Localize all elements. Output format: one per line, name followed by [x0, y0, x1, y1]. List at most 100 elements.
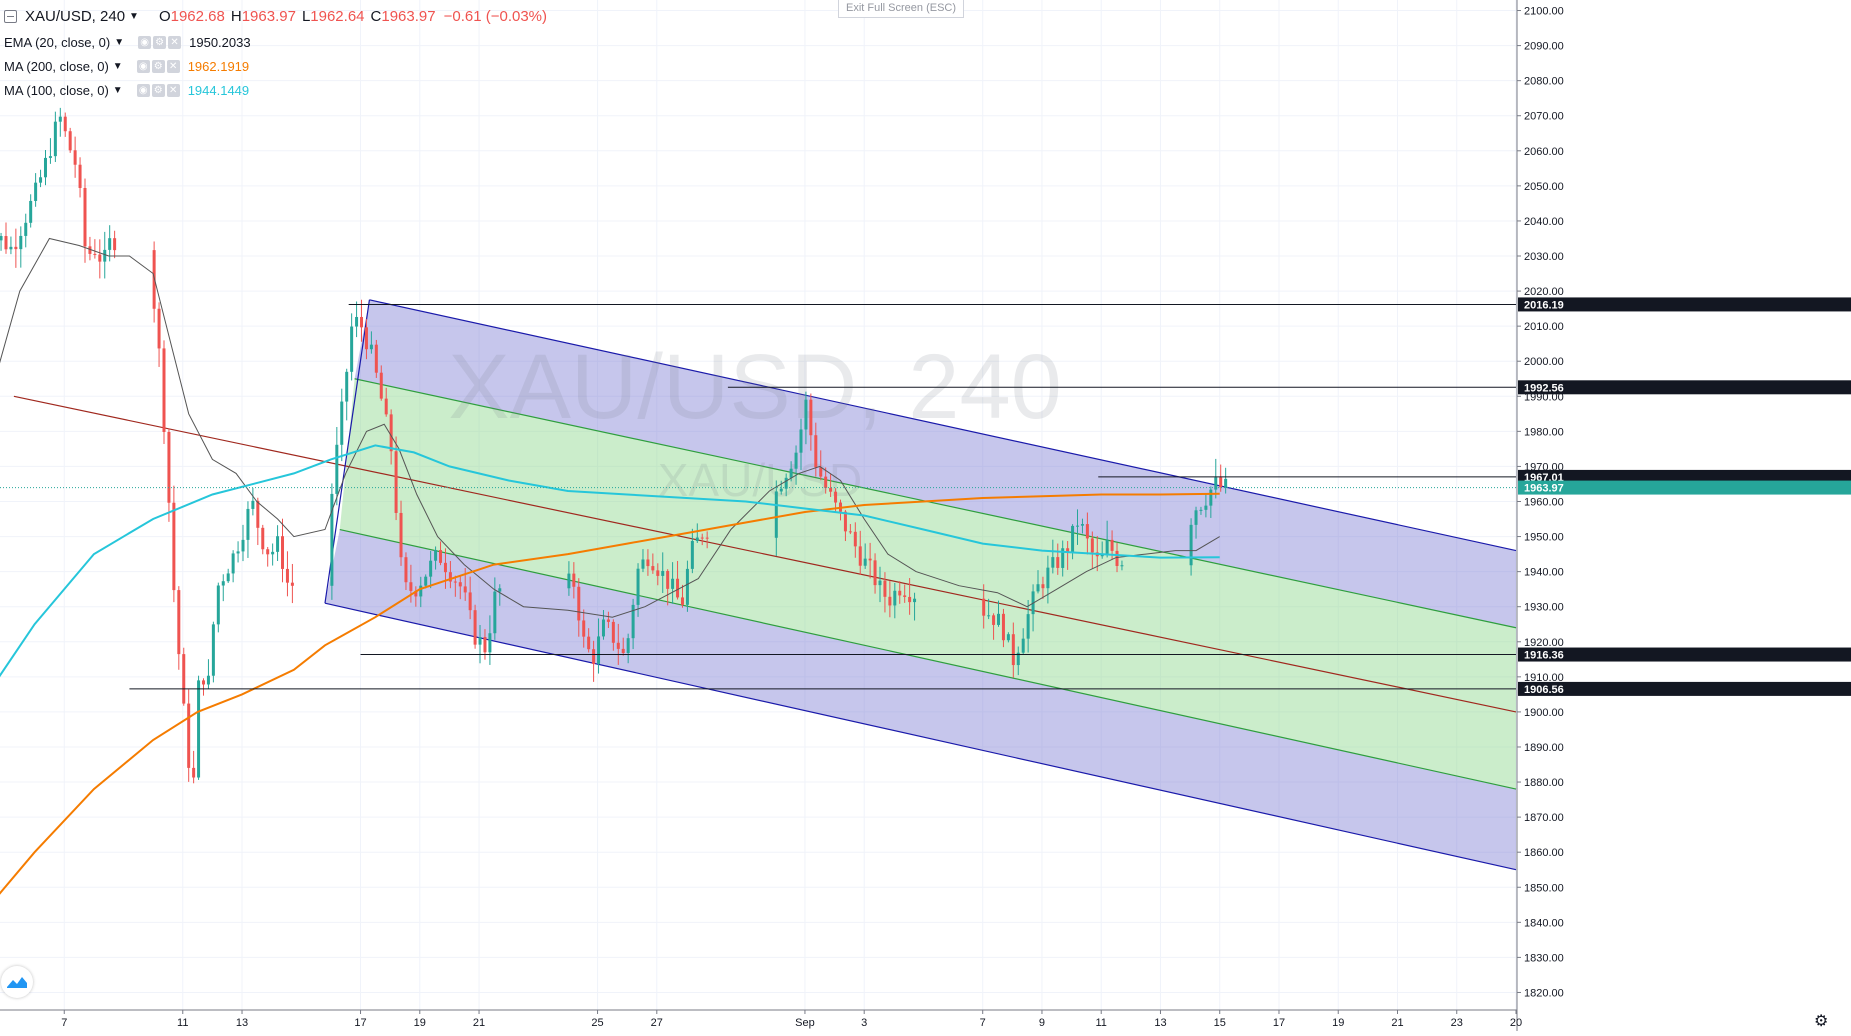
candle	[1194, 506, 1198, 539]
exit-fullscreen-button[interactable]: Exit Full Screen (ESC)	[838, 0, 964, 18]
y-tick-label: 1870.00	[1524, 812, 1564, 824]
close-icon[interactable]: ✕	[166, 83, 180, 97]
indicator-name[interactable]: MA (100, close, 0)	[4, 82, 109, 98]
candle-body	[1056, 557, 1060, 568]
candle	[58, 107, 62, 137]
candle-body	[1105, 539, 1109, 554]
candle-body	[883, 580, 887, 597]
candle-body	[93, 253, 97, 255]
candle	[24, 213, 28, 248]
candle	[236, 541, 240, 563]
candle-body	[636, 568, 640, 605]
candle-body	[108, 238, 112, 250]
open-key: O	[158, 7, 171, 25]
candle	[63, 112, 67, 137]
candle-body	[345, 371, 349, 402]
candle	[261, 524, 265, 555]
candle	[1046, 555, 1050, 604]
candle-body	[1120, 565, 1124, 567]
candle-body	[167, 431, 171, 503]
candle-body	[162, 348, 166, 432]
eye-icon[interactable]: ◉	[138, 35, 152, 49]
eye-icon[interactable]: ◉	[136, 59, 150, 73]
level-price-tag	[1518, 647, 1851, 662]
candle	[779, 480, 783, 495]
candle	[389, 409, 393, 465]
candle-body	[651, 566, 655, 571]
candle	[661, 552, 665, 593]
chevron-down-icon[interactable]: ▼	[112, 84, 123, 96]
candle	[819, 450, 823, 481]
chevron-down-icon[interactable]: ▼	[129, 10, 139, 22]
candle	[256, 497, 260, 546]
settings-icon[interactable]: ⚙	[151, 59, 165, 73]
candle	[666, 569, 670, 606]
candle	[53, 111, 57, 163]
x-tick-label: 3	[861, 1017, 867, 1029]
candle	[695, 523, 699, 544]
candle-body	[631, 604, 635, 639]
price-axis	[1517, 0, 1851, 1031]
indicator-name[interactable]: MA (200, close, 0)	[4, 58, 109, 74]
candle	[177, 586, 181, 670]
candle-body	[1026, 614, 1030, 639]
candle-body	[834, 491, 838, 503]
candle	[364, 319, 368, 360]
pitchfork-inner-upper-line	[354, 378, 1517, 629]
x-tick-label: 27	[651, 1017, 663, 1029]
candle-body	[453, 581, 457, 583]
indicator-row-ma100[interactable]: MA (100, close, 0) ▼ ◉ ⚙ ✕ 1944.1449	[4, 80, 547, 100]
candle-body	[1194, 510, 1198, 525]
ema-20-line	[0, 237, 1220, 618]
candle	[246, 501, 250, 558]
y-tick-label: 1940.00	[1524, 567, 1564, 579]
candle	[1061, 540, 1065, 577]
y-tick-label: 2010.00	[1524, 321, 1564, 333]
candle-body	[19, 235, 23, 250]
candle	[1080, 518, 1084, 534]
candle-body	[829, 487, 833, 492]
symbol-label[interactable]: XAU/USD, 240	[25, 7, 126, 25]
indicator-row-ma200[interactable]: MA (200, close, 0) ▼ ◉ ⚙ ✕ 1962.1919	[4, 56, 547, 76]
candle-body	[389, 414, 393, 452]
candle	[113, 230, 117, 259]
candle	[290, 563, 294, 604]
chevron-down-icon[interactable]: ▼	[112, 60, 123, 72]
candle	[1036, 570, 1040, 594]
x-tick-label: 13	[1154, 1017, 1166, 1029]
candle-body	[468, 592, 472, 611]
indicator-row-ema20[interactable]: EMA (20, close, 0) ▼ ◉ ⚙ ✕ 1950.2033	[4, 32, 547, 52]
candle-body	[53, 121, 57, 157]
candle	[350, 313, 354, 381]
candle-body	[369, 344, 373, 350]
chevron-down-icon[interactable]: ▼	[114, 36, 125, 48]
close-key: C	[370, 7, 382, 25]
close-icon[interactable]: ✕	[168, 35, 182, 49]
candle-body	[364, 327, 368, 350]
settings-icon[interactable]: ⚙	[151, 83, 165, 97]
candle-body	[878, 580, 882, 586]
candle	[478, 624, 482, 664]
pitchfork-lower-zone	[324, 529, 1517, 870]
candle	[68, 127, 72, 153]
candle-body	[251, 500, 255, 509]
indicator-name[interactable]: EMA (20, close, 0)	[4, 34, 111, 50]
tradingview-logo-icon[interactable]	[1, 966, 33, 998]
candle-body	[1021, 638, 1025, 653]
candle	[345, 368, 349, 421]
close-icon[interactable]: ✕	[166, 59, 180, 73]
candle-body	[1066, 548, 1070, 552]
candle-body	[488, 633, 492, 653]
chart-icon[interactable]	[4, 9, 17, 23]
candle	[1016, 646, 1020, 676]
gear-icon[interactable]: ⚙	[1814, 1013, 1829, 1030]
candle	[226, 568, 230, 583]
settings-icon[interactable]: ⚙	[153, 35, 167, 49]
eye-icon[interactable]: ◉	[136, 83, 150, 97]
candle-body	[626, 638, 630, 654]
candle	[868, 542, 872, 579]
x-tick-label: 21	[1391, 1017, 1403, 1029]
candle	[1219, 464, 1223, 492]
